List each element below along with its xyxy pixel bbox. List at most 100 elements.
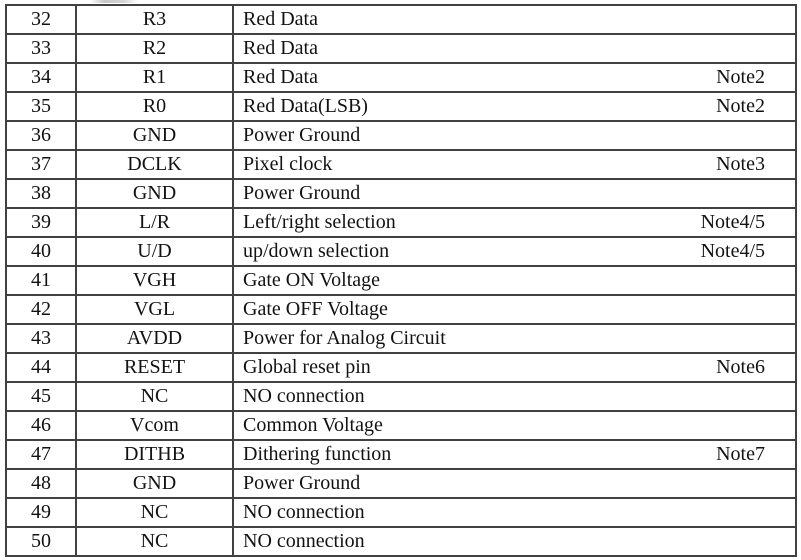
pin-number: 49: [31, 501, 51, 523]
pin-description-cell: NO connection: [232, 497, 797, 528]
pin-symbol-cell: GND: [75, 468, 234, 499]
pin-symbol-cell: GND: [75, 120, 234, 151]
table-row: 42 VGL Gate OFF Voltage: [5, 294, 797, 325]
pin-symbol: U/D: [137, 240, 172, 262]
table-row: 43 AVDD Power for Analog Circuit: [5, 323, 797, 354]
pin-symbol: DCLK: [127, 153, 182, 175]
pin-symbol-cell: R3: [75, 4, 234, 35]
pin-number: 32: [31, 8, 51, 30]
pin-description-cell: Note4/5 up/down selection: [232, 236, 797, 267]
pin-symbol-cell: R1: [75, 62, 234, 93]
table-row: 48 GND Power Ground: [5, 468, 797, 499]
pin-symbol: RESET: [123, 356, 186, 378]
pin-description-cell: Gate ON Voltage: [232, 265, 797, 296]
table-row: 50 NC NO connection: [5, 526, 797, 557]
pin-number-cell: 43: [5, 323, 77, 354]
pin-description-cell: Power Ground: [232, 178, 797, 209]
pin-number-cell: 40: [5, 236, 77, 267]
pin-description-cell: Note4/5 Left/right selection: [232, 207, 797, 238]
pin-number-cell: 37: [5, 149, 77, 180]
pin-description-cell: NO connection: [232, 526, 797, 557]
pin-description: NO connection: [243, 501, 365, 523]
pin-description: Power Ground: [243, 182, 361, 204]
pin-note: Note3: [716, 153, 765, 175]
pin-note: Note4/5: [700, 240, 765, 262]
pin-description: Pixel clock: [243, 153, 333, 175]
pin-number-cell: 32: [5, 4, 77, 35]
pin-symbol: VGH: [132, 269, 177, 291]
pin-number: 39: [31, 211, 51, 233]
pin-number-cell: 33: [5, 33, 77, 64]
pin-description-cell: Common Voltage: [232, 410, 797, 441]
pin-description: Red Data: [243, 8, 318, 30]
pin-symbol: DITHB: [123, 443, 186, 465]
pin-description: Common Voltage: [243, 414, 383, 436]
pin-description-cell: Red Data: [232, 4, 797, 35]
pin-number-cell: 34: [5, 62, 77, 93]
table-row: 40 U/D Note4/5 up/down selection: [5, 236, 797, 267]
pin-number-cell: 41: [5, 265, 77, 296]
pin-description: Power for Analog Circuit: [243, 327, 446, 349]
pin-note: Note4/5: [700, 211, 765, 233]
pin-description-cell: Red Data: [232, 33, 797, 64]
pin-description-cell: Power for Analog Circuit: [232, 323, 797, 354]
pin-symbol: R2: [142, 37, 167, 59]
pin-number: 40: [31, 240, 51, 262]
pin-number: 46: [31, 414, 51, 436]
table-row: 41 VGH Gate ON Voltage: [5, 265, 797, 296]
pin-symbol: R0: [142, 95, 167, 117]
pin-description-cell: Note7 Dithering function: [232, 439, 797, 470]
pin-symbol-cell: R2: [75, 33, 234, 64]
pin-description: up/down selection: [243, 240, 390, 262]
pin-symbol: NC: [140, 530, 169, 552]
table-row: 37 DCLK Note3 Pixel clock: [5, 149, 797, 180]
pin-note: Note2: [716, 95, 765, 117]
pin-symbol: NC: [140, 385, 169, 407]
pin-number: 45: [31, 385, 51, 407]
pin-symbol: R3: [142, 8, 167, 30]
pin-symbol-cell: RESET: [75, 352, 234, 383]
pin-number-cell: 46: [5, 410, 77, 441]
pin-description-cell: Gate OFF Voltage: [232, 294, 797, 325]
pin-symbol-cell: DITHB: [75, 439, 234, 470]
table-row: 32 R3 Red Data: [5, 4, 797, 35]
pin-description: Red Data(LSB): [243, 95, 368, 117]
pin-number: 37: [31, 153, 51, 175]
pin-number-cell: 47: [5, 439, 77, 470]
pin-number-cell: 36: [5, 120, 77, 151]
pin-number-cell: 42: [5, 294, 77, 325]
pin-symbol-cell: NC: [75, 381, 234, 412]
pin-description: Global reset pin: [243, 356, 371, 378]
pin-description: Red Data: [243, 37, 318, 59]
pin-symbol: L/R: [138, 211, 171, 233]
table-row: 47 DITHB Note7 Dithering function: [5, 439, 797, 470]
table-row: 34 R1 Note2 Red Data: [5, 62, 797, 93]
pin-description: Left/right selection: [243, 211, 396, 233]
pin-number-cell: 44: [5, 352, 77, 383]
cut-off-text-artifact: [90, 0, 138, 3]
pin-description-cell: Note2 Red Data: [232, 62, 797, 93]
pin-note: Note6: [716, 356, 765, 378]
pin-number: 38: [31, 182, 51, 204]
pin-number: 44: [31, 356, 51, 378]
pin-number-cell: 38: [5, 178, 77, 209]
pin-symbol: VGL: [133, 298, 176, 320]
pin-symbol: GND: [132, 182, 177, 204]
table-row: 45 NC NO connection: [5, 381, 797, 412]
pin-description-cell: Note6 Global reset pin: [232, 352, 797, 383]
pin-description: NO connection: [243, 385, 365, 407]
pin-description: Dithering function: [243, 443, 392, 465]
pin-number-cell: 45: [5, 381, 77, 412]
pin-note: Note2: [716, 66, 765, 88]
pin-symbol: AVDD: [126, 327, 183, 349]
pin-number: 41: [31, 269, 51, 291]
pin-description: Power Ground: [243, 472, 361, 494]
pin-number: 43: [31, 327, 51, 349]
pin-number: 33: [31, 37, 51, 59]
pin-number-cell: 50: [5, 526, 77, 557]
table-row: 49 NC NO connection: [5, 497, 797, 528]
pin-description: Gate OFF Voltage: [243, 298, 388, 320]
pin-description: Power Ground: [243, 124, 361, 146]
pin-symbol-cell: NC: [75, 526, 234, 557]
pin-description: Red Data: [243, 66, 318, 88]
